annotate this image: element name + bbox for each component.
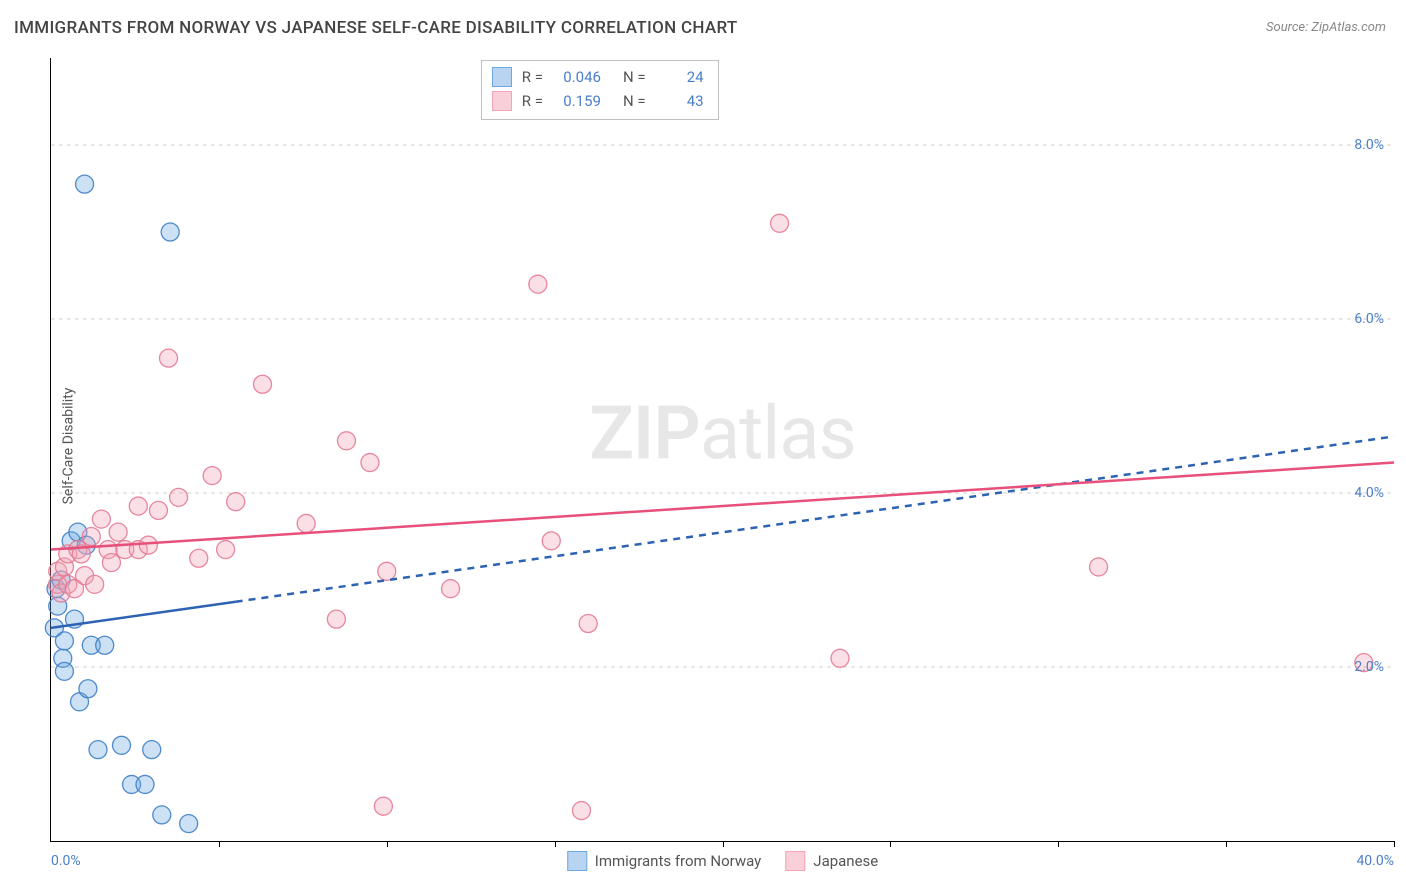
x-tick	[1394, 841, 1395, 847]
scatter-point	[82, 528, 100, 546]
x-tick	[723, 841, 724, 847]
scatter-point	[55, 662, 73, 680]
x-tick	[1058, 841, 1059, 847]
scatter-point	[160, 349, 178, 367]
legend-n-value: 43	[654, 89, 704, 113]
scatter-point	[55, 632, 73, 650]
scatter-point	[217, 541, 235, 559]
scatter-point	[771, 214, 789, 232]
y-tick-label: 6.0%	[1354, 311, 1384, 327]
legend-n-value: 24	[654, 65, 704, 89]
y-tick-label: 2.0%	[1354, 659, 1384, 675]
legend-series-label: Japanese	[813, 852, 878, 870]
scatter-point	[254, 375, 272, 393]
legend-r-value: 0.159	[551, 89, 601, 113]
legend-r-value: 0.046	[551, 65, 601, 89]
scatter-point	[1090, 558, 1108, 576]
legend-series: Immigrants from Norway Japanese	[567, 851, 878, 871]
scatter-point	[136, 775, 154, 793]
scatter-point	[129, 497, 147, 515]
scatter-point	[153, 806, 171, 824]
scatter-point	[76, 175, 94, 193]
scatter-point	[92, 510, 110, 528]
scatter-point	[113, 736, 131, 754]
legend-series-item: Japanese	[785, 851, 878, 871]
scatter-point	[529, 275, 547, 293]
chart-source: Source: ZipAtlas.com	[1266, 20, 1386, 35]
scatter-point	[579, 615, 597, 633]
legend-stats-row: R = 0.046 N = 24	[492, 65, 704, 89]
legend-series-label: Immigrants from Norway	[595, 852, 762, 870]
scatter-point	[170, 488, 188, 506]
legend-r-label: R =	[522, 65, 543, 89]
scatter-point	[227, 493, 245, 511]
scatter-point	[203, 467, 221, 485]
legend-r-label: R =	[522, 89, 543, 113]
x-tick	[387, 841, 388, 847]
legend-stats: R = 0.046 N = 24 R = 0.159 N = 43	[481, 60, 719, 120]
x-tick	[1226, 841, 1227, 847]
scatter-point	[831, 649, 849, 667]
x-tick	[555, 841, 556, 847]
scatter-point	[327, 610, 345, 628]
scatter-point	[143, 741, 161, 759]
scatter-point	[96, 636, 114, 654]
legend-series-item: Immigrants from Norway	[567, 851, 762, 871]
x-tick	[219, 841, 220, 847]
x-axis-max-label: 40.0%	[1356, 853, 1394, 869]
scatter-point	[109, 523, 127, 541]
correlation-chart: IMMIGRANTS FROM NORWAY VS JAPANESE SELF-…	[0, 0, 1406, 892]
scatter-point	[374, 797, 392, 815]
x-tick	[890, 841, 891, 847]
chart-title: IMMIGRANTS FROM NORWAY VS JAPANESE SELF-…	[14, 18, 738, 38]
scatter-point	[180, 815, 198, 833]
scatter-point	[149, 501, 167, 519]
plot-area: ZIPatlas R = 0.046 N = 24 R = 0.159 N = …	[50, 58, 1394, 842]
scatter-point	[297, 514, 315, 532]
scatter-point	[361, 454, 379, 472]
y-tick-label: 8.0%	[1354, 137, 1384, 153]
legend-swatch-icon	[492, 91, 512, 111]
legend-n-label: N =	[623, 89, 646, 113]
legend-stats-row: R = 0.159 N = 43	[492, 89, 704, 113]
scatter-point	[139, 536, 157, 554]
scatter-point	[337, 432, 355, 450]
legend-swatch-icon	[567, 851, 587, 871]
legend-swatch-icon	[492, 67, 512, 87]
regression-line-dashed	[236, 436, 1394, 601]
scatter-point	[442, 580, 460, 598]
scatter-point	[378, 562, 396, 580]
y-tick-label: 4.0%	[1354, 485, 1384, 501]
scatter-point	[102, 554, 120, 572]
x-axis-min-label: 0.0%	[51, 853, 81, 869]
regression-line	[51, 463, 1394, 550]
scatter-point	[190, 549, 208, 567]
scatter-svg	[51, 58, 1394, 841]
scatter-point	[89, 741, 107, 759]
scatter-point	[572, 802, 590, 820]
scatter-point	[86, 575, 104, 593]
legend-n-label: N =	[623, 65, 646, 89]
scatter-point	[79, 680, 97, 698]
scatter-point	[542, 532, 560, 550]
scatter-point	[161, 223, 179, 241]
legend-swatch-icon	[785, 851, 805, 871]
